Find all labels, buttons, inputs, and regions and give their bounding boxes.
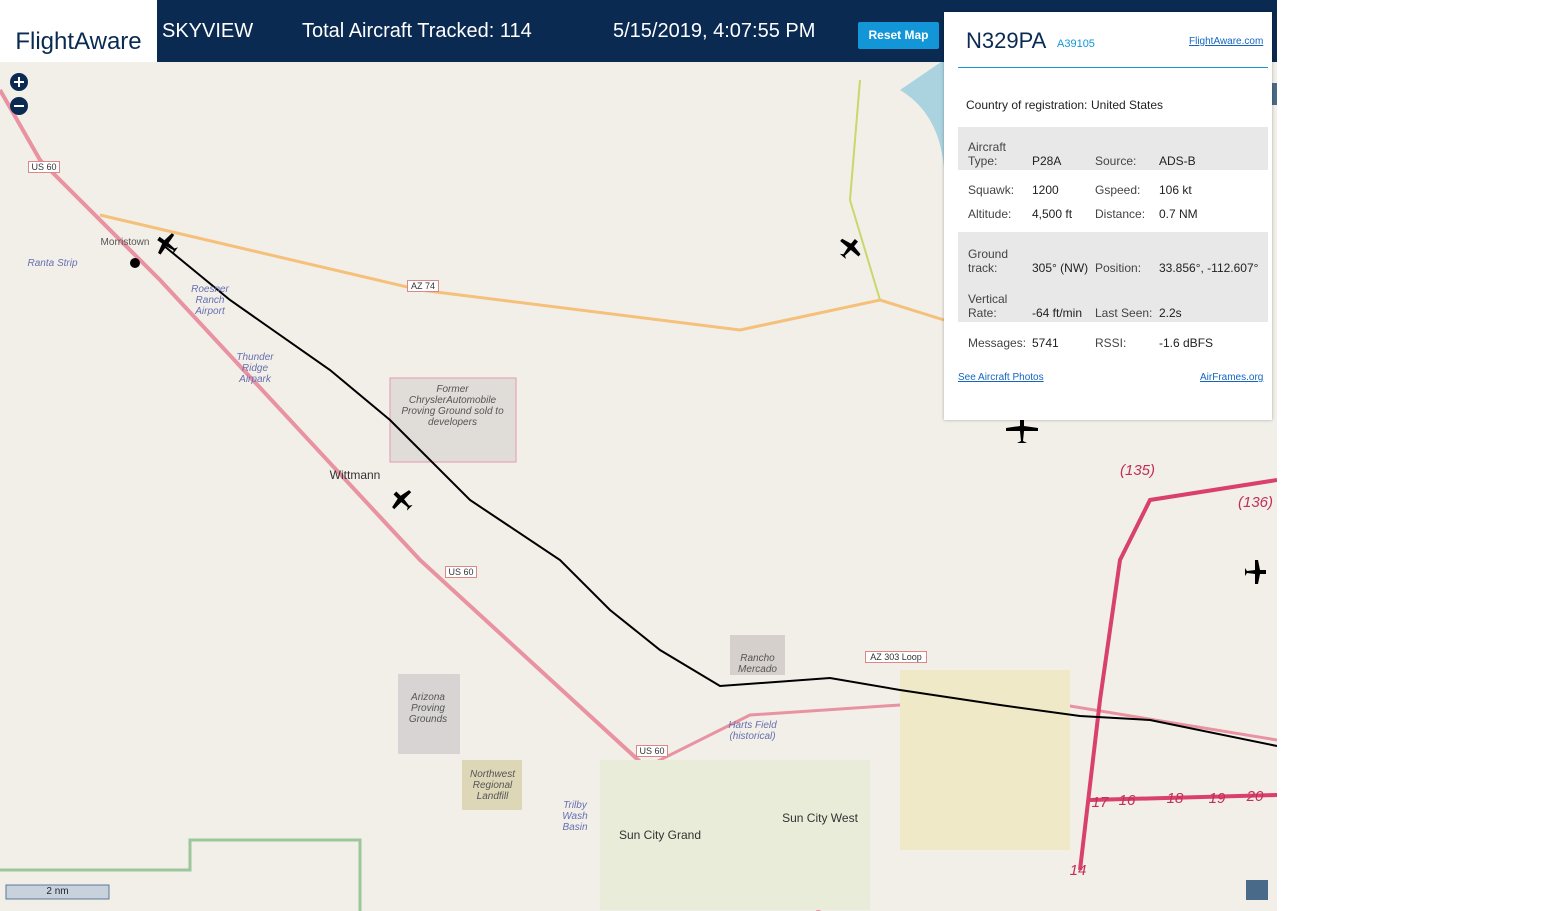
map-label: Ranta Strip (27, 258, 78, 269)
field-value: 305° (NW) (1032, 261, 1089, 275)
airframes-link[interactable]: AirFrames.org (1200, 372, 1264, 383)
info-panel: N329PA A39105 FlightAware.com Country of… (944, 12, 1272, 420)
map-label: Sun City Grand (618, 828, 702, 842)
map-label: (135) (1119, 462, 1156, 479)
flightaware-link[interactable]: FlightAware.com (1189, 36, 1264, 47)
map-label: Northwest Regional Landfill (469, 769, 515, 802)
area (389, 377, 517, 463)
map-label: Trilby Wash Basin (562, 800, 588, 833)
area (900, 670, 1070, 850)
map-label: (136) (1237, 494, 1274, 511)
info-button[interactable] (1246, 880, 1268, 900)
country-label: Country of registration: (966, 98, 1088, 112)
field-label: Squawk: (968, 183, 1015, 197)
info-group: Messages: 5741 RSSI: -1.6 dBFS (958, 322, 1268, 352)
boundary (0, 838, 362, 911)
map-label: Wittmann (329, 468, 381, 482)
field-label: RSSI: (1095, 336, 1127, 350)
scale-label: 2 nm (46, 886, 69, 897)
field-value: 4,500 ft (1032, 207, 1073, 221)
map-label: 14 (1069, 862, 1087, 879)
logo[interactable]: FlightAware (0, 0, 157, 62)
field-label: Altitude: (968, 207, 1012, 221)
map-label: Thunder Ridge Airpark (236, 352, 274, 385)
field-value: -1.6 dBFS (1159, 336, 1214, 350)
map-label: US 60 (445, 566, 477, 578)
area (462, 760, 522, 810)
layer-button[interactable] (1270, 83, 1277, 105)
map-layer (0, 60, 1277, 911)
field-label: Aircraft Type: (968, 140, 1007, 168)
map-label: Roesner Ranch Airport (191, 284, 229, 317)
info-group: Squawk: 1200 Gspeed: 106 kt Altitude: 4,500 f… (958, 175, 1268, 223)
map-label: 16 (1118, 792, 1136, 809)
track-start (130, 258, 140, 268)
field-value: P28A (1032, 154, 1062, 168)
field-label: Vertical Rate: (968, 292, 1008, 320)
country: United States (1091, 98, 1164, 112)
field-value: 106 kt (1159, 183, 1192, 197)
info-group: Aircraft Type: P28A Source: ADS-B (958, 127, 1268, 170)
field-value: 2.2s (1159, 306, 1182, 320)
datetime: 5/15/2019, 4:07:55 PM (613, 20, 816, 42)
reset-map-button[interactable]: Reset Map (858, 22, 939, 49)
flight-track (162, 244, 1277, 747)
map-label: 20 (1246, 788, 1264, 805)
field-label: Messages: (968, 336, 1027, 350)
map-label: Rancho Mercado (738, 653, 777, 675)
lake (900, 60, 945, 200)
field-value: ADS-B (1159, 154, 1196, 168)
zoom-in-icon (14, 77, 24, 87)
area (730, 635, 785, 675)
map-label: AZ 303 Loop (865, 651, 927, 663)
map-label: Morristown (100, 237, 150, 248)
hex-code: A39105 (1057, 38, 1095, 50)
aircraft-icons[interactable] (151, 229, 1266, 584)
field-label: Position: (1095, 261, 1142, 275)
info-group: Ground track: 305° (NW) Position: 33.856°, … (958, 232, 1268, 322)
map-label: US 60 (28, 161, 60, 173)
field-value: -64 ft/min (1032, 306, 1083, 320)
map-label: 18 (1166, 790, 1184, 807)
map-label: US 60 (636, 745, 668, 757)
map-label: Arizona Proving Grounds (408, 692, 448, 725)
map-label: Harts Field (historical) (728, 720, 777, 742)
area (600, 760, 870, 910)
road (99, 213, 945, 332)
scale-bar (5, 884, 110, 900)
map-label: 17 (1091, 794, 1109, 811)
field-value: 33.856°, -112.607° (1159, 261, 1259, 275)
field-label: Ground track: (968, 247, 1009, 275)
map-label: Former ChryslerAutomobile Proving Ground… (401, 384, 504, 428)
aircraft-count: Total Aircraft Tracked: 114 (302, 20, 532, 42)
field-value: 0.7 NM (1159, 207, 1198, 221)
field-label: Distance: (1095, 207, 1146, 221)
highway (1089, 793, 1277, 802)
highway (1078, 478, 1277, 871)
aircraft-photos-link[interactable]: See Aircraft Photos (958, 372, 1044, 383)
map-label: AZ 74 (407, 280, 439, 292)
callsign: N329PA (966, 28, 1047, 53)
field-value: 1200 (1032, 183, 1059, 197)
road (848, 79, 881, 301)
area (398, 674, 460, 754)
app-name: SKYVIEW (162, 20, 254, 42)
field-label: Gspeed: (1095, 183, 1141, 197)
divider (958, 67, 1268, 68)
field-value: 5741 (1032, 336, 1059, 350)
field-label: Source: (1095, 154, 1137, 168)
field-label: Last Seen: (1095, 306, 1153, 320)
map-label: 19 (1208, 790, 1226, 807)
map-label: Sun City West (782, 811, 858, 825)
